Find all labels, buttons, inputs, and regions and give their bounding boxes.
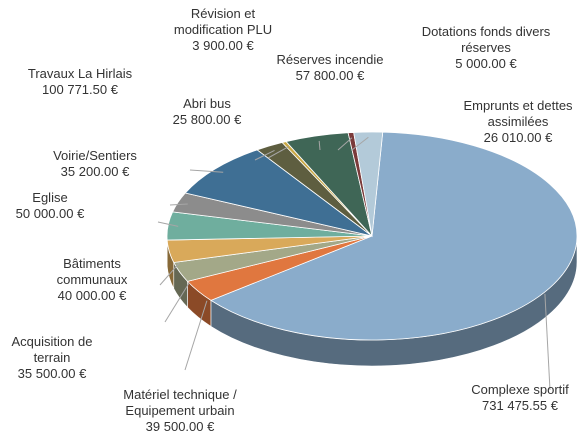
- leader-line: [189, 169, 224, 173]
- category-name: Eglise: [32, 190, 68, 205]
- slice: [184, 149, 373, 237]
- value-label: 5 000.00 €: [455, 56, 517, 71]
- leader-line: [267, 146, 289, 159]
- value-label: 25 800.00 €: [172, 112, 242, 127]
- value-label: 731 475.55 €: [482, 398, 558, 413]
- slice: [210, 131, 578, 341]
- value-label: 40 000.00 €: [57, 288, 127, 303]
- leader-line: [337, 137, 353, 151]
- category-name: Réserves incendie: [276, 52, 384, 67]
- category-name: Matériel technique / Equipement urbain: [123, 387, 237, 418]
- value-label: 100 771.50 €: [42, 82, 118, 97]
- value-label: 39 500.00 €: [145, 419, 215, 434]
- category-name: Voirie/Sentiers: [53, 148, 137, 163]
- slice-label: Travaux La Hirlais 100 771.50 €: [5, 66, 155, 98]
- slice-label: Dotations fonds divers réserves 5 000.00 …: [421, 24, 551, 72]
- slice-label: Réserves incendie 57 800.00 €: [270, 52, 390, 84]
- value-label: 3 900.00 €: [192, 38, 254, 53]
- slice-label: Acquisition de terrain 35 500.00 €: [2, 334, 102, 382]
- slice-label: Révision et modification PLU 3 900.00 €: [163, 6, 283, 54]
- slice-label: Bâtiments communaux 40 000.00 €: [37, 256, 147, 304]
- slice-label: Emprunts et dettes assimilées 26 010.00 €: [453, 98, 583, 146]
- category-name: Révision et modification PLU: [173, 6, 273, 37]
- leader-line: [351, 136, 369, 151]
- leader-line: [254, 150, 275, 161]
- category-name: Emprunts et dettes assimilées: [463, 98, 573, 129]
- category-name: Complexe sportif: [471, 382, 569, 397]
- slice-label: Eglise 50 000.00 €: [10, 190, 90, 222]
- leader-line: [544, 293, 551, 391]
- value-label: 26 010.00 €: [483, 130, 553, 145]
- category-name: Acquisition de terrain: [11, 334, 93, 365]
- leader-line: [184, 300, 208, 371]
- leader-line: [157, 221, 179, 227]
- category-name: Dotations fonds divers réserves: [421, 24, 551, 55]
- leader-line: [318, 140, 321, 151]
- slice-label: Voirie/Sentiers 35 200.00 €: [40, 148, 150, 180]
- value-label: 57 800.00 €: [295, 68, 365, 83]
- slice-label: Abri bus 25 800.00 €: [162, 96, 252, 128]
- value-label: 50 000.00 €: [15, 206, 85, 221]
- category-name: Bâtiments communaux: [56, 256, 128, 287]
- slice-label: Matériel technique / Equipement urbain 39…: [93, 387, 268, 435]
- leader-line: [159, 262, 180, 286]
- category-name: Abri bus: [183, 96, 231, 111]
- leader-line: [164, 282, 190, 323]
- category-name: Travaux La Hirlais: [27, 66, 133, 81]
- slice-label: Complexe sportif 731 475.55 €: [455, 382, 584, 414]
- slice: [353, 131, 384, 237]
- value-label: 35 200.00 €: [60, 164, 130, 179]
- value-label: 35 500.00 €: [17, 366, 87, 381]
- leader-line: [169, 203, 188, 206]
